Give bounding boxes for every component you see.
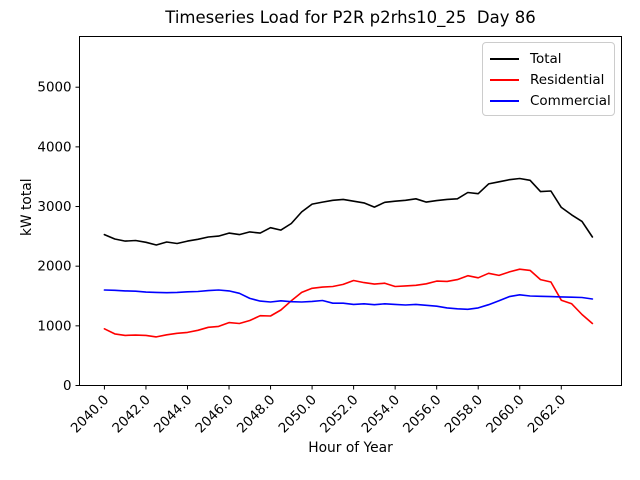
series-line-commercial	[103, 289, 594, 311]
total-line-swatch	[490, 57, 519, 60]
y-tick-label: 4000	[37, 140, 71, 155]
y-tick-label: 0	[63, 379, 72, 394]
legend-label-commercial: Commercial	[530, 92, 611, 109]
x-tick-label: 2050.0	[276, 393, 320, 437]
y-axis-label: kW total	[19, 178, 35, 236]
legend-item-total: Total	[490, 48, 607, 69]
legend: Total Residential Commercial	[482, 42, 615, 116]
y-tick-label: 3000	[37, 200, 71, 215]
commercial-line-swatch	[490, 99, 519, 102]
x-axis-label: Hour of Year	[308, 440, 393, 456]
x-tick-label: 2048.0	[235, 393, 279, 437]
legend-item-residential: Residential	[490, 69, 607, 90]
axes-frame	[79, 36, 622, 386]
x-tick-label: 2046.0	[193, 393, 237, 437]
x-tick-label: 2042.0	[110, 393, 154, 437]
x-tick-label: 2040.0	[69, 393, 113, 437]
x-tick-label: 2054.0	[359, 393, 403, 437]
x-tick-label: 2052.0	[318, 393, 362, 437]
chart-title: Timeseries Load for P2R p2rhs10_25 Day 8…	[165, 8, 536, 27]
series-lines	[103, 177, 594, 338]
y-tick-label: 5000	[37, 81, 71, 96]
y-tick-label: 1000	[37, 319, 71, 334]
x-tick-label: 2058.0	[442, 393, 486, 437]
tick-marks	[75, 86, 562, 390]
x-tick-label: 2062.0	[525, 393, 569, 437]
y-tick-label: 2000	[37, 260, 71, 275]
legend-item-commercial: Commercial	[490, 90, 611, 111]
residential-line-swatch	[490, 78, 519, 81]
series-line-residential	[103, 268, 594, 338]
x-tick-label: 2060.0	[484, 393, 528, 437]
x-tick-label: 2044.0	[152, 393, 196, 437]
tick-labels: 2040.02042.02044.02046.02048.02050.02052…	[37, 81, 569, 437]
series-line-total	[103, 177, 594, 246]
x-tick-label: 2056.0	[401, 393, 445, 437]
legend-label-residential: Residential	[530, 71, 605, 88]
legend-label-total: Total	[530, 50, 562, 67]
